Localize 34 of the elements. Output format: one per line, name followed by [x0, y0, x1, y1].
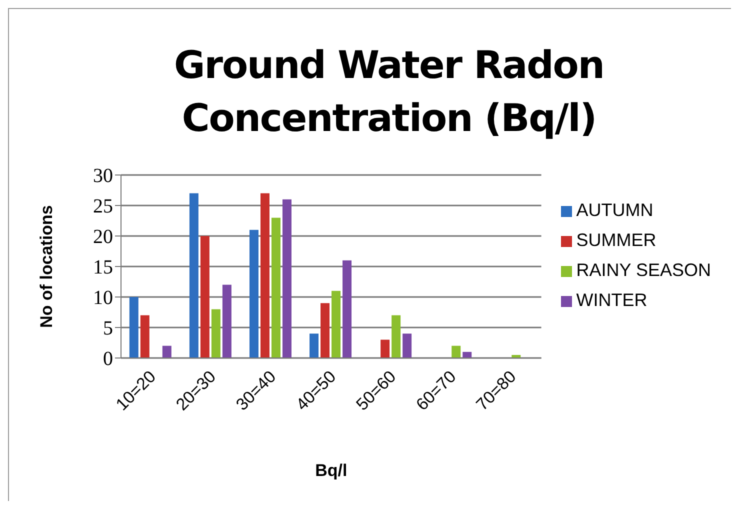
bar [140, 315, 150, 358]
bar [310, 334, 319, 358]
bar [162, 346, 172, 358]
legend-label: RAINY SEASON [576, 260, 711, 280]
bar [282, 199, 292, 358]
bar [402, 334, 412, 358]
bar [211, 309, 220, 358]
y-tick-label: 25 [93, 196, 113, 218]
y-tick-label: 20 [93, 226, 113, 248]
bar [222, 284, 232, 358]
y-tick-label: 30 [93, 165, 113, 188]
y-tick-label: 5 [103, 318, 113, 340]
bar [129, 297, 138, 358]
bar [342, 260, 352, 358]
bar [380, 340, 390, 358]
bar [332, 290, 341, 358]
bar [249, 230, 258, 358]
bar [462, 352, 472, 358]
y-axis-title: No of locations [37, 205, 56, 328]
chart-title: Ground Water Radon Concentration (Bq/l) [173, 42, 605, 142]
bar [260, 193, 270, 358]
bar [452, 346, 461, 358]
x-axis-title: Bq/l [315, 461, 348, 480]
bar [200, 236, 210, 358]
y-tick-label: 0 [103, 348, 113, 370]
legend-label: AUTUMN [576, 200, 654, 220]
legend-label: SUMMER [576, 230, 656, 250]
bar [392, 315, 401, 358]
y-tick-label: 15 [93, 256, 113, 279]
legend-label: WINTER [576, 290, 648, 310]
y-tick-label: 10 [93, 287, 113, 310]
bar [189, 193, 198, 358]
bar [271, 218, 280, 358]
bar [320, 303, 330, 358]
